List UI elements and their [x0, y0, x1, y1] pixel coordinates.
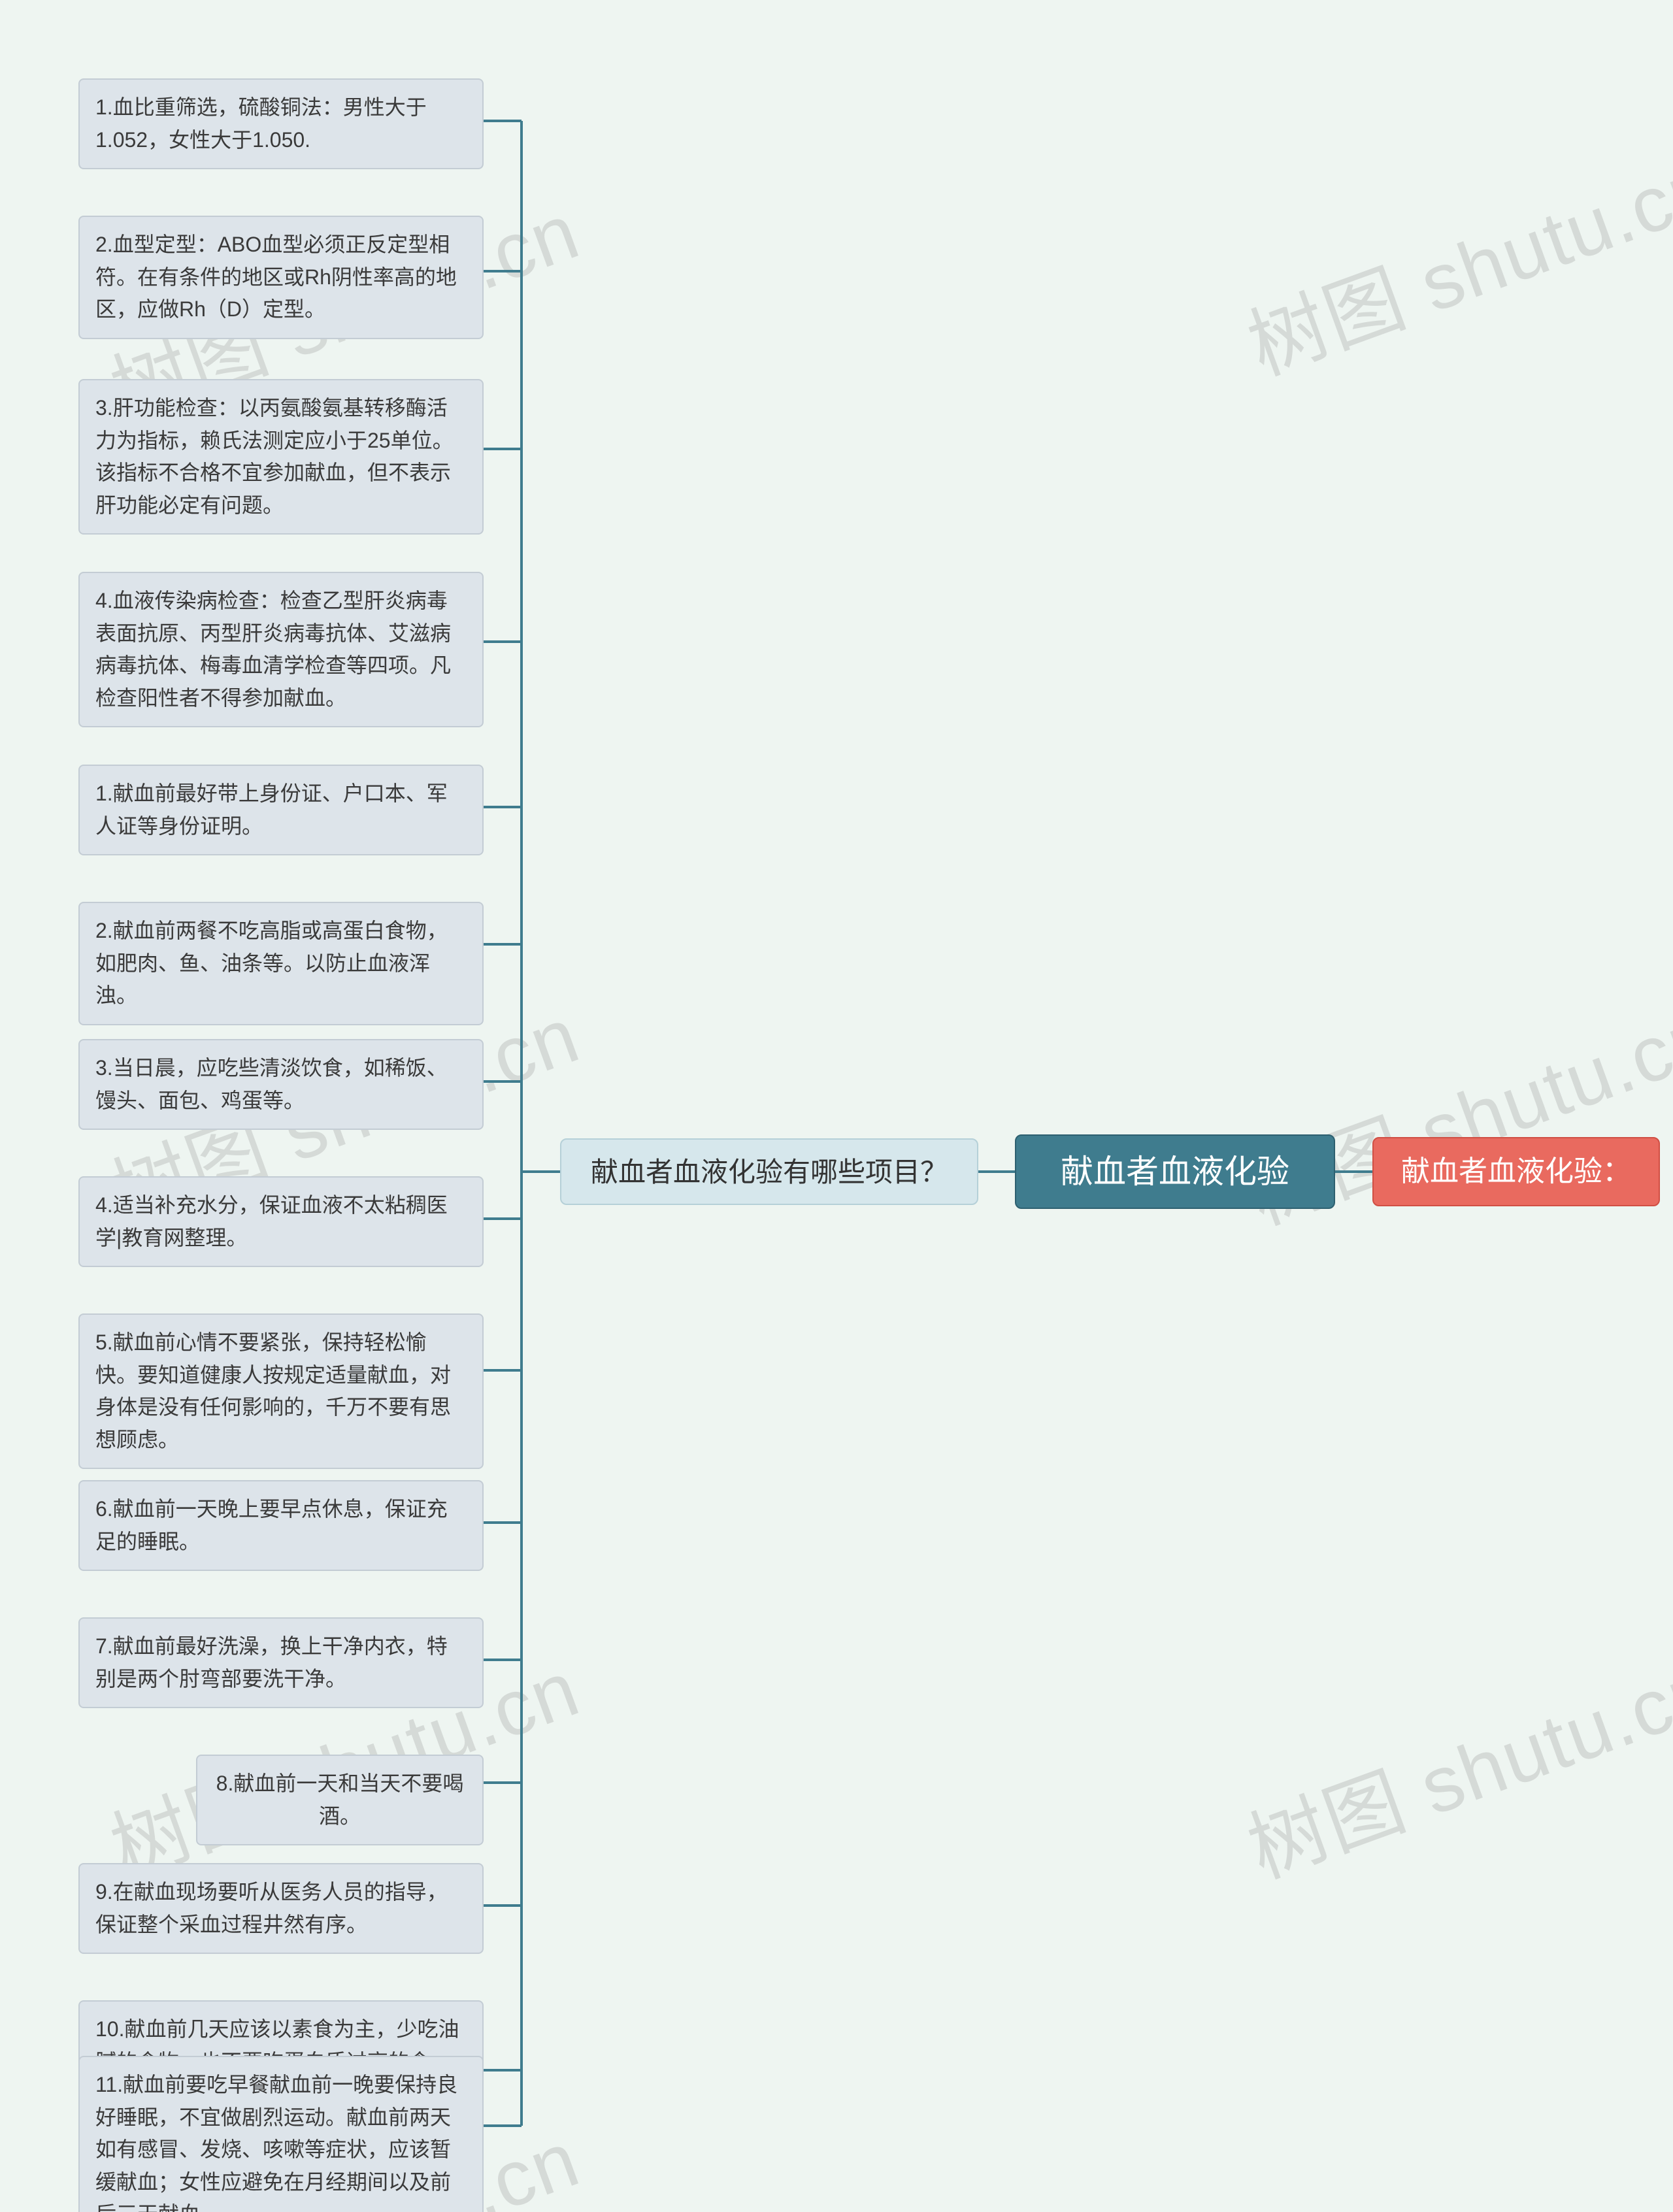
branch-right-label: 献血者血液化验：: [1401, 1150, 1631, 1193]
mindmap-leaf[interactable]: 11.献血前要吃早餐献血前一晚要保持良好睡眠，不宜做剧烈运动。献血前两天如有感冒…: [78, 2056, 484, 2212]
leaf-text: 4.适当补充水分，保证血液不太粘稠医学|教育网整理。: [95, 1193, 448, 1249]
leaf-text: 6.献血前一天晚上要早点休息，保证充足的睡眠。: [95, 1497, 448, 1553]
canvas: 树图 shutu.cn 树图 shutu.cn 树图 shutu.cn 树图 s…: [0, 0, 1673, 2212]
mindmap-leaf[interactable]: 5.献血前心情不要紧张，保持轻松愉快。要知道健康人按规定适量献血，对身体是没有任…: [78, 1313, 484, 1469]
mindmap-root[interactable]: 献血者血液化验: [1015, 1134, 1335, 1209]
mindmap-branch-left[interactable]: 献血者血液化验有哪些项目？: [560, 1138, 978, 1205]
mindmap-leaf[interactable]: 8.献血前一天和当天不要喝酒。: [196, 1755, 484, 1845]
mindmap-leaf[interactable]: 3.当日晨，应吃些清淡饮食，如稀饭、馒头、面包、鸡蛋等。: [78, 1039, 484, 1130]
leaf-text: 1.血比重筛选，硫酸铜法：男性大于1.052，女性大于1.050.: [95, 95, 427, 152]
leaf-text: 4.血液传染病检查：检查乙型肝炎病毒表面抗原、丙型肝炎病毒抗体、艾滋病病毒抗体、…: [95, 589, 451, 710]
mindmap-leaf[interactable]: 6.献血前一天晚上要早点休息，保证充足的睡眠。: [78, 1480, 484, 1571]
branch-left-label: 献血者血液化验有哪些项目？: [591, 1151, 948, 1193]
mindmap-leaf[interactable]: 2.献血前两餐不吃高脂或高蛋白食物，如肥肉、鱼、油条等。以防止血液浑浊。: [78, 902, 484, 1025]
root-label: 献血者血液化验: [1061, 1147, 1289, 1197]
leaf-text: 9.在献血现场要听从医务人员的指导，保证整个采血过程井然有序。: [95, 1880, 448, 1936]
mindmap-leaf[interactable]: 1.血比重筛选，硫酸铜法：男性大于1.052，女性大于1.050.: [78, 78, 484, 169]
mindmap-leaf[interactable]: 9.在献血现场要听从医务人员的指导，保证整个采血过程井然有序。: [78, 1863, 484, 1954]
leaf-text: 3.当日晨，应吃些清淡饮食，如稀饭、馒头、面包、鸡蛋等。: [95, 1056, 448, 1112]
leaf-text: 1.献血前最好带上身份证、户口本、军人证等身份证明。: [95, 782, 448, 838]
leaf-text: 8.献血前一天和当天不要喝酒。: [216, 1772, 464, 1828]
mindmap-branch-right[interactable]: 献血者血液化验：: [1372, 1137, 1660, 1206]
leaf-text: 11.献血前要吃早餐献血前一晚要保持良好睡眠，不宜做剧烈运动。献血前两天如有感冒…: [95, 2073, 457, 2212]
leaf-text: 7.献血前最好洗澡，换上干净内衣，特别是两个肘弯部要洗干净。: [95, 1634, 448, 1691]
mindmap-leaf[interactable]: 2.血型定型：ABO血型必须正反定型相符。在有条件的地区或Rh阴性率高的地区，应…: [78, 216, 484, 339]
mindmap-leaf[interactable]: 4.适当补充水分，保证血液不太粘稠医学|教育网整理。: [78, 1176, 484, 1267]
leaf-text: 2.血型定型：ABO血型必须正反定型相符。在有条件的地区或Rh阴性率高的地区，应…: [95, 233, 457, 321]
mindmap-leaf[interactable]: 7.献血前最好洗澡，换上干净内衣，特别是两个肘弯部要洗干净。: [78, 1617, 484, 1708]
leaf-text: 5.献血前心情不要紧张，保持轻松愉快。要知道健康人按规定适量献血，对身体是没有任…: [95, 1330, 451, 1451]
mindmap-leaf[interactable]: 3.肝功能检查：以丙氨酸氨基转移酶活力为指标，赖氏法测定应小于25单位。该指标不…: [78, 379, 484, 535]
leaf-text: 2.献血前两餐不吃高脂或高蛋白食物，如肥肉、鱼、油条等。以防止血液浑浊。: [95, 919, 448, 1007]
leaf-text: 3.肝功能检查：以丙氨酸氨基转移酶活力为指标，赖氏法测定应小于25单位。该指标不…: [95, 396, 454, 517]
mindmap-leaf[interactable]: 4.血液传染病检查：检查乙型肝炎病毒表面抗原、丙型肝炎病毒抗体、艾滋病病毒抗体、…: [78, 572, 484, 727]
mindmap-leaf[interactable]: 1.献血前最好带上身份证、户口本、军人证等身份证明。: [78, 765, 484, 855]
watermark: 树图 shutu.cn: [1231, 122, 1673, 397]
watermark: 树图 shutu.cn: [1231, 1625, 1673, 1900]
